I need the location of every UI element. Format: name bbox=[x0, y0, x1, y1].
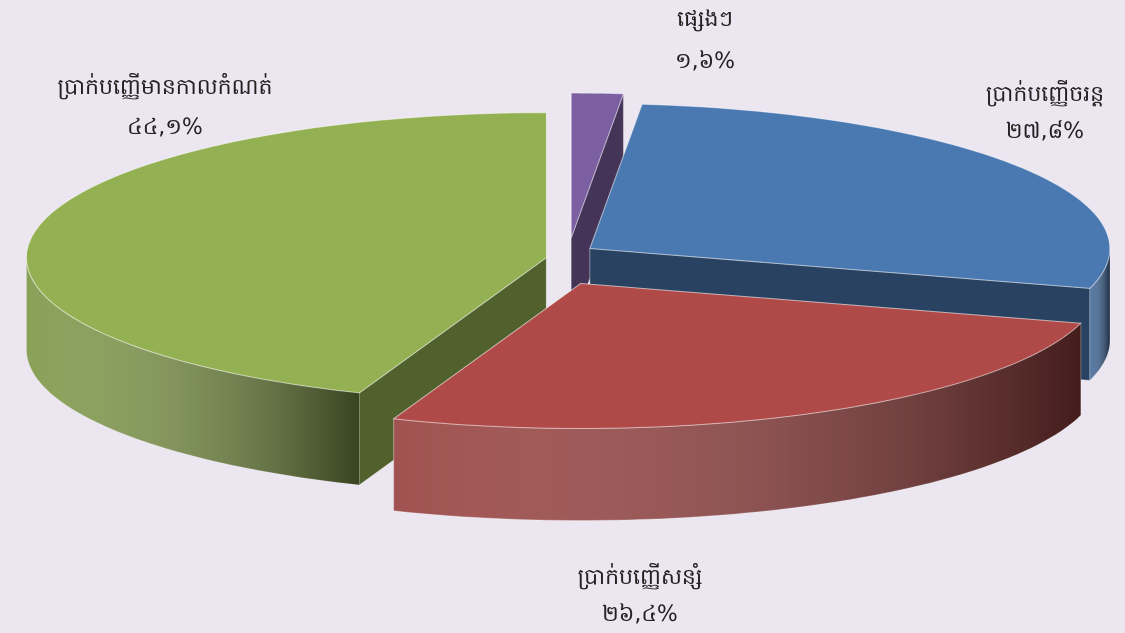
slice bbox=[25, 112, 547, 394]
slice-label: ប្រាក់បញ្ញើសន្សំ bbox=[578, 563, 703, 590]
slice bbox=[392, 282, 1082, 429]
value-label: ២៧,៨% bbox=[1006, 119, 1084, 144]
slice bbox=[589, 103, 1111, 289]
value-label: ២៦,៤% bbox=[602, 602, 678, 627]
value-label: ៤៤,១% bbox=[127, 115, 203, 140]
slice-label: ប្រាក់បញ្ញើចរន្ត bbox=[986, 80, 1104, 107]
slice-label: ផ្សេងៗ bbox=[677, 7, 733, 32]
slice-wall-shade bbox=[26, 257, 360, 485]
slice-wall-shade bbox=[1089, 248, 1110, 381]
slice-label: ប្រាក់បញ្ញើមានកាលកំណត់ bbox=[58, 73, 273, 100]
value-label: ១,៦% bbox=[675, 49, 735, 74]
slice bbox=[570, 92, 625, 239]
